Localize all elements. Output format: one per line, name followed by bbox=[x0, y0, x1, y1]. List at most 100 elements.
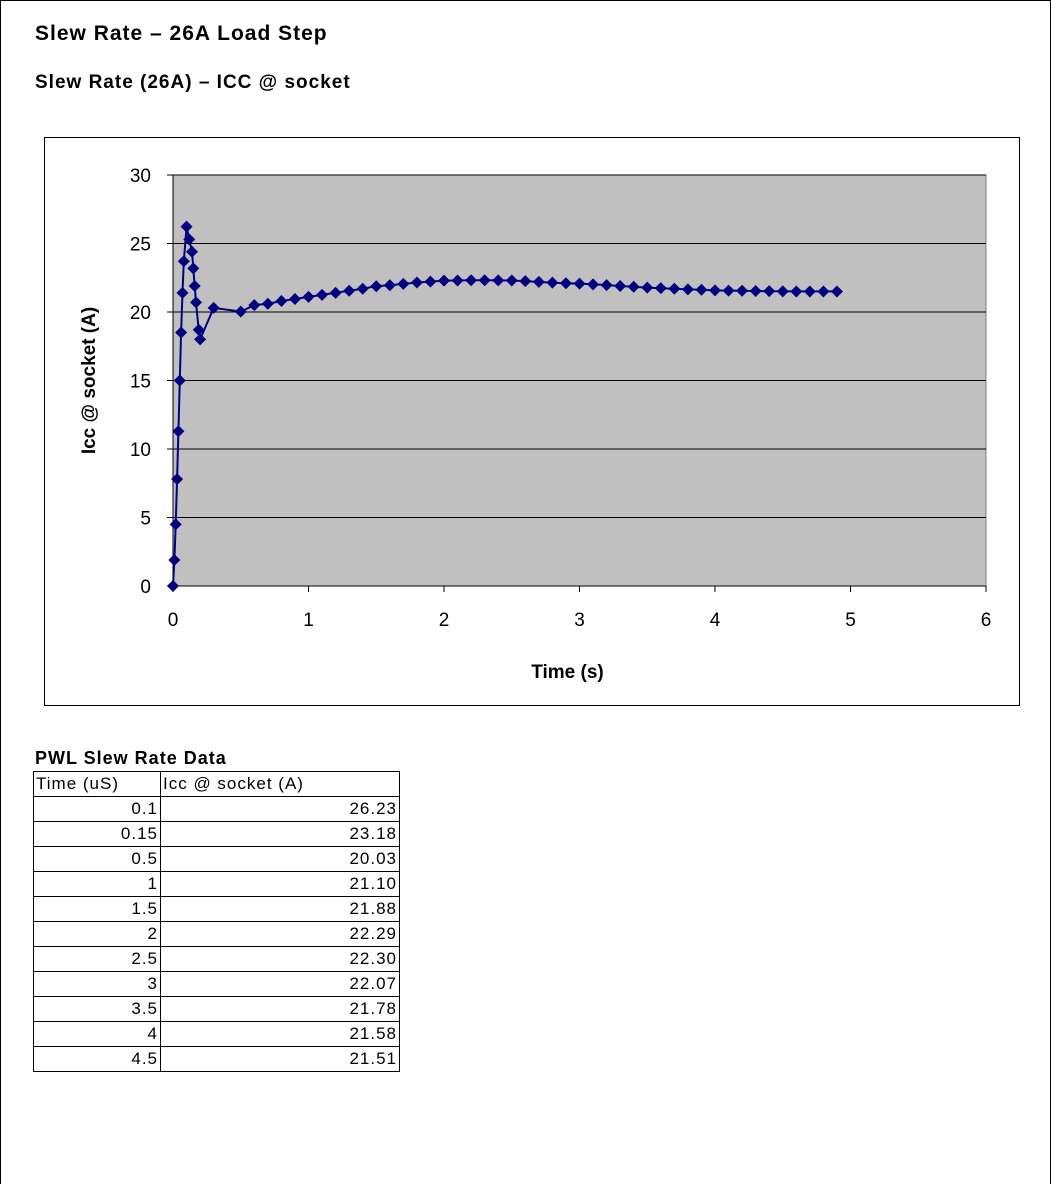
data-point bbox=[763, 285, 776, 298]
table-cell-icc: 21.51 bbox=[160, 1046, 400, 1072]
x-tick-label: 1 bbox=[303, 610, 314, 631]
data-point bbox=[261, 297, 274, 310]
data-point bbox=[194, 333, 207, 346]
table-row: 4.5 21.51 bbox=[33, 1046, 400, 1072]
x-tick-label: 3 bbox=[574, 610, 585, 631]
y-tick-label: 5 bbox=[140, 509, 151, 530]
table-cell-icc: 20.03 bbox=[160, 846, 400, 872]
y-tick-label: 20 bbox=[130, 303, 151, 324]
data-point bbox=[234, 305, 247, 318]
data-point bbox=[492, 274, 505, 287]
data-point bbox=[383, 279, 396, 292]
data-point bbox=[183, 233, 196, 246]
table-cell-icc: 22.29 bbox=[160, 921, 400, 947]
table-cell-time: 3 bbox=[33, 971, 161, 997]
data-point bbox=[587, 278, 600, 291]
chart-container: 0 5 10 15 20 25 30 0 1 2 3 4 5 6 Time (s) Icc @ socket … bbox=[44, 137, 1020, 706]
data-point bbox=[176, 286, 189, 299]
data-point bbox=[169, 518, 182, 531]
data-point bbox=[465, 274, 478, 287]
table-row: 1.5 21.88 bbox=[33, 896, 400, 922]
data-point bbox=[302, 290, 315, 303]
data-point bbox=[600, 279, 613, 292]
data-point bbox=[559, 277, 572, 290]
table-header-time: Time (uS) bbox=[33, 771, 161, 797]
table-cell-time: 1.5 bbox=[33, 896, 161, 922]
data-point bbox=[173, 374, 186, 387]
data-point bbox=[177, 255, 190, 268]
data-point bbox=[668, 282, 681, 295]
data-point bbox=[546, 276, 559, 289]
data-point bbox=[356, 282, 369, 295]
data-point bbox=[343, 284, 356, 297]
data-point bbox=[790, 285, 803, 298]
table-cell-time: 4 bbox=[33, 1021, 161, 1047]
data-point bbox=[187, 262, 200, 275]
table-cell-icc: 21.88 bbox=[160, 896, 400, 922]
table-cell-time: 1 bbox=[33, 871, 161, 897]
data-point bbox=[288, 292, 301, 305]
data-point bbox=[722, 284, 735, 297]
data-point bbox=[451, 274, 464, 287]
data-point bbox=[736, 284, 749, 297]
data-point bbox=[424, 275, 437, 288]
table-cell-icc: 21.78 bbox=[160, 996, 400, 1022]
data-point bbox=[749, 285, 762, 298]
data-point bbox=[370, 280, 383, 293]
data-point bbox=[614, 279, 627, 292]
pwl-data-table: Time (uS) Icc @ socket (A) 0.1 26.23 0.15 2… bbox=[33, 771, 400, 1072]
table-cell-time: 4.5 bbox=[33, 1046, 161, 1072]
data-point bbox=[167, 580, 179, 592]
data-point bbox=[192, 323, 205, 336]
data-point bbox=[776, 285, 789, 298]
table-cell-icc: 21.10 bbox=[160, 871, 400, 897]
data-point bbox=[316, 288, 329, 301]
table-title: PWL Slew Rate Data bbox=[35, 748, 227, 768]
table-row: 3 22.07 bbox=[33, 971, 400, 997]
data-point bbox=[830, 285, 843, 298]
data-point bbox=[275, 295, 288, 308]
data-point bbox=[709, 284, 721, 297]
table-row: 0.5 20.03 bbox=[33, 846, 400, 872]
table-cell-time: 2.5 bbox=[33, 946, 161, 972]
table-cell-icc: 22.30 bbox=[160, 946, 400, 972]
page-subtitle: Slew Rate (26A) – ICC @ socket bbox=[35, 72, 351, 93]
x-tick-label: 6 bbox=[981, 610, 992, 631]
y-tick-label: 10 bbox=[130, 440, 151, 461]
data-point bbox=[329, 286, 342, 299]
table-cell-icc: 23.18 bbox=[160, 821, 400, 847]
data-point bbox=[573, 277, 586, 290]
table-row: 0.15 23.18 bbox=[33, 821, 400, 847]
y-axis-label: Icc @ socket (A) bbox=[79, 307, 100, 454]
data-point bbox=[654, 282, 667, 295]
x-tick-label: 2 bbox=[439, 610, 450, 631]
data-point bbox=[627, 280, 640, 293]
table-header-row: Time (uS) Icc @ socket (A) bbox=[33, 771, 400, 797]
x-tick-label: 4 bbox=[710, 610, 721, 631]
table-cell-time: 2 bbox=[33, 921, 161, 947]
data-point bbox=[695, 283, 708, 296]
data-point bbox=[172, 425, 185, 438]
data-point bbox=[248, 299, 261, 312]
table-row: 2.5 22.30 bbox=[33, 946, 400, 972]
data-point bbox=[532, 275, 545, 288]
table-cell-icc: 26.23 bbox=[160, 796, 400, 822]
data-point bbox=[803, 285, 816, 298]
data-point bbox=[438, 274, 450, 287]
data-point bbox=[171, 473, 184, 486]
y-tick-label: 30 bbox=[130, 166, 151, 187]
data-point bbox=[397, 277, 410, 290]
table-cell-time: 0.5 bbox=[33, 846, 161, 872]
data-point bbox=[681, 283, 694, 296]
table-cell-icc: 21.58 bbox=[160, 1021, 400, 1047]
data-point bbox=[505, 274, 518, 287]
data-point bbox=[185, 245, 198, 258]
table-row: 4 21.58 bbox=[33, 1021, 400, 1047]
data-point bbox=[817, 285, 830, 298]
data-point bbox=[478, 274, 491, 287]
y-tick-label: 25 bbox=[130, 235, 151, 256]
table-header-icc: Icc @ socket (A) bbox=[160, 771, 400, 797]
table-cell-time: 3.5 bbox=[33, 996, 161, 1022]
table-row: 2 22.29 bbox=[33, 921, 400, 947]
table-cell-time: 0.1 bbox=[33, 796, 161, 822]
